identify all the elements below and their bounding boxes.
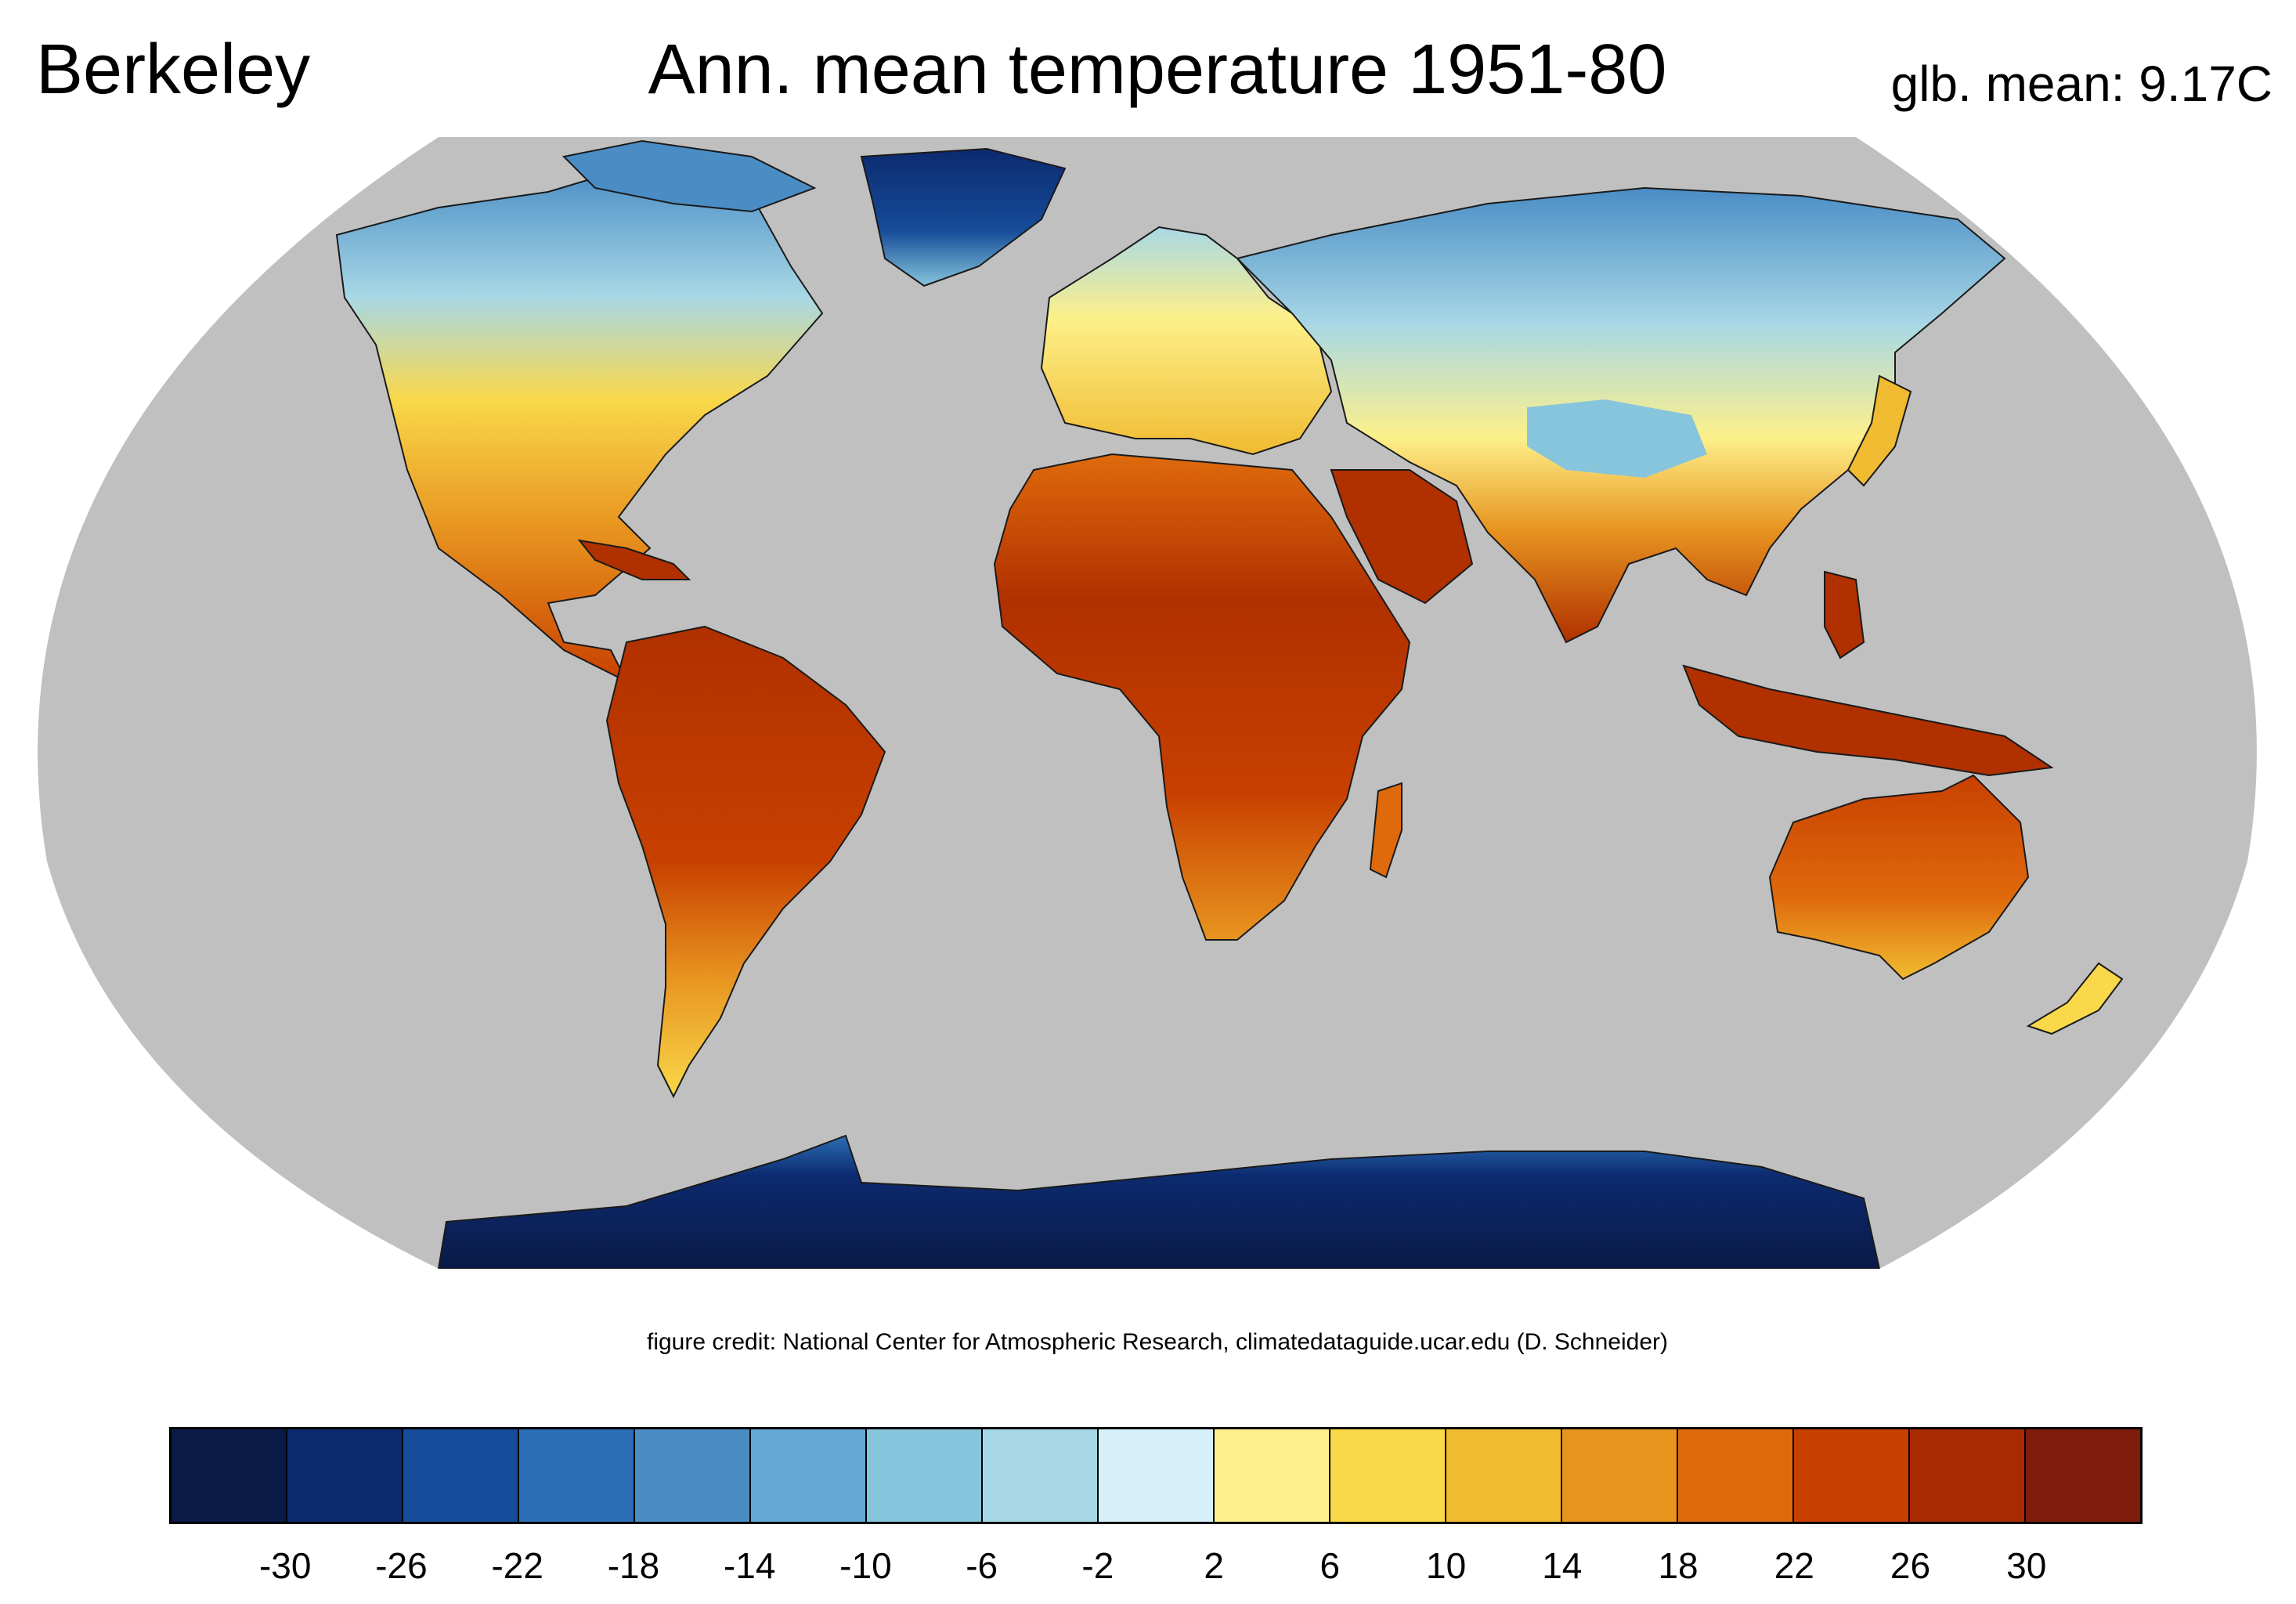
color-legend-bar bbox=[169, 1427, 2143, 1524]
global-mean-label: glb. mean: 9.17C bbox=[1890, 56, 2273, 112]
color-legend-cell bbox=[1794, 1429, 1910, 1522]
region-caribbean bbox=[577, 539, 691, 580]
color-legend-ticks: -30 -26 -22 -18 -14 -10 -6 -2 2 6 10 14 18 22 26 30 bbox=[169, 1544, 2143, 1591]
color-legend-tick-label: -2 bbox=[1081, 1545, 1114, 1586]
color-legend-cell bbox=[403, 1429, 519, 1522]
region-antarctica bbox=[437, 1134, 1881, 1269]
color-legend-cell bbox=[751, 1429, 867, 1522]
color-legend-cell bbox=[1562, 1429, 1678, 1522]
color-legend-tick-label: -18 bbox=[607, 1545, 660, 1586]
color-legend-cell bbox=[867, 1429, 983, 1522]
color-legend-cell bbox=[171, 1429, 287, 1522]
region-south-america bbox=[605, 625, 886, 1099]
region-arctic-islands bbox=[561, 139, 817, 213]
color-legend-cell bbox=[1215, 1429, 1330, 1522]
color-legend-tick-label: -30 bbox=[258, 1545, 312, 1586]
color-legend-tick-label: -10 bbox=[839, 1545, 892, 1586]
color-legend-cell bbox=[1678, 1429, 1794, 1522]
region-tibetan-plateau bbox=[1527, 399, 1707, 478]
world-temperature-map bbox=[38, 137, 2257, 1269]
color-legend-tick-label: 2 bbox=[1204, 1545, 1224, 1586]
color-legend-cell bbox=[519, 1429, 635, 1522]
color-legend-cell bbox=[1910, 1429, 2026, 1522]
color-legend-cell bbox=[2026, 1429, 2140, 1522]
color-legend-cell bbox=[1099, 1429, 1215, 1522]
color-legend-cell bbox=[635, 1429, 751, 1522]
color-legend-tick-label: 6 bbox=[1319, 1545, 1341, 1586]
region-maritime-southeast-asia bbox=[1682, 664, 2054, 777]
color-legend-tick-label: 30 bbox=[2006, 1545, 2047, 1586]
region-australia bbox=[1768, 774, 2030, 981]
region-new-zealand bbox=[2026, 962, 2124, 1035]
color-legend-tick-label: -22 bbox=[491, 1545, 543, 1586]
region-greenland bbox=[860, 147, 1067, 287]
color-legend-tick-label: -6 bbox=[966, 1545, 998, 1586]
region-europe bbox=[1040, 226, 1333, 456]
region-japan bbox=[1847, 374, 1912, 487]
figure-credit: figure credit: National Center for Atmos… bbox=[647, 1329, 1668, 1355]
color-legend-cell bbox=[1330, 1429, 1446, 1522]
color-legend-cell bbox=[287, 1429, 403, 1522]
color-legend-tick-label: 18 bbox=[1658, 1545, 1699, 1586]
map-title: Ann. mean temperature 1951-80 bbox=[648, 31, 1667, 109]
color-legend-tick-label: 14 bbox=[1542, 1545, 1583, 1586]
color-legend-tick-label: 22 bbox=[1774, 1545, 1814, 1586]
color-legend-tick-label: -26 bbox=[375, 1545, 428, 1586]
color-legend-cell bbox=[983, 1429, 1099, 1522]
region-arabia bbox=[1330, 469, 1474, 605]
color-legend-tick-label: -14 bbox=[723, 1545, 776, 1586]
color-legend-cell bbox=[1446, 1429, 1562, 1522]
color-legend-tick-label: 26 bbox=[1890, 1545, 1931, 1586]
region-madagascar bbox=[1369, 782, 1403, 879]
header-left-label: Berkeley bbox=[36, 31, 311, 109]
region-africa bbox=[993, 453, 1411, 941]
color-legend-tick-label: 10 bbox=[1425, 1545, 1467, 1586]
region-philippines bbox=[1824, 570, 1865, 659]
